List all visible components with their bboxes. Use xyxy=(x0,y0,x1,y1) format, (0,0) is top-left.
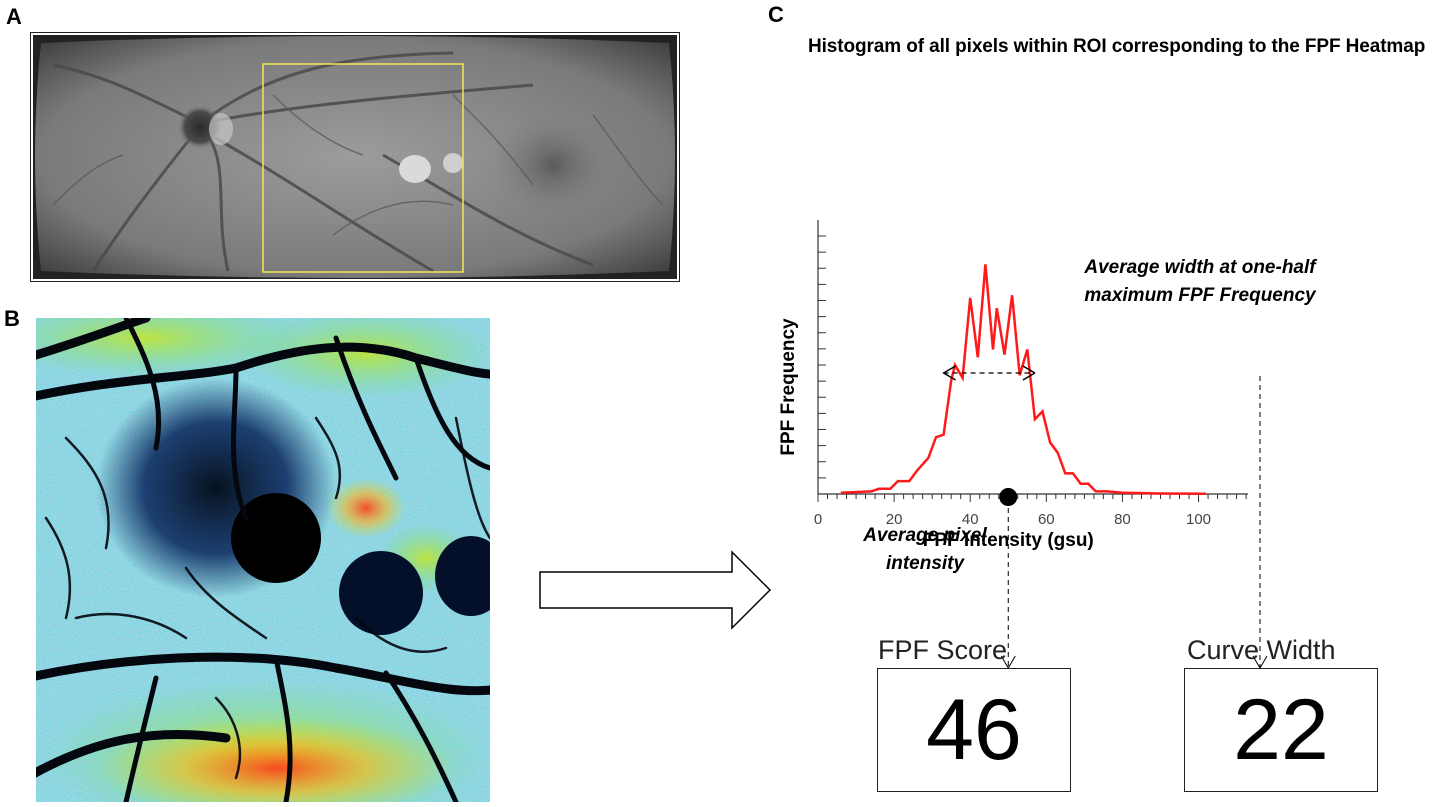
x-tick-label: 60 xyxy=(1038,511,1055,528)
fpf-score-value: 46 xyxy=(877,668,1071,792)
big-right-arrow-icon xyxy=(539,550,772,630)
histogram-title: Histogram of all pixels within ROI corre… xyxy=(808,36,1426,57)
mean-intensity-marker xyxy=(999,488,1018,506)
x-tick-label: 100 xyxy=(1186,511,1211,528)
arrowhead-left-icon xyxy=(942,365,956,381)
roi-box xyxy=(262,63,464,273)
panel-label-a: A xyxy=(6,4,22,29)
half-width-annotation: Average width at one-half maximum FPF Fr… xyxy=(1030,254,1370,310)
arrowhead-right-icon xyxy=(1022,365,1036,381)
curve-width-label: Curve Width xyxy=(1187,635,1336,665)
average-intensity-annotation: Average pixel intensity xyxy=(820,522,1030,578)
half-width-arrow xyxy=(942,365,1036,381)
x-axis-label: FPF Intensity (gsu) xyxy=(923,530,1094,551)
curve-width-value: 22 xyxy=(1184,668,1378,792)
fpf-heatmap xyxy=(36,318,490,802)
y-axis-label: FPF Frequency xyxy=(778,318,799,456)
average-intensity-annotation-line2: intensity xyxy=(885,553,965,574)
x-tick-label: 40 xyxy=(962,511,979,528)
fpf-score-label: FPF Score xyxy=(878,635,1008,665)
x-tick-label: 20 xyxy=(886,511,903,528)
histogram-chart: 0 20 40 60 80 100 FPF Frequency FPF Intensity… xyxy=(778,220,1268,669)
fundus-image xyxy=(33,35,677,279)
panel-label-c: C xyxy=(768,2,784,27)
half-width-annotation-line1: Average width at one-half xyxy=(1084,257,1316,278)
fundus-image-frame xyxy=(30,32,680,282)
half-width-annotation-line2: maximum FPF Frequency xyxy=(1084,285,1316,306)
histogram-curve xyxy=(840,264,1207,495)
average-intensity-annotation-line1: Average pixel xyxy=(863,525,987,546)
heatmap-image xyxy=(36,318,490,802)
x-tick-label: 0 xyxy=(814,511,822,528)
x-tick-label: 80 xyxy=(1114,511,1131,528)
panel-label-b: B xyxy=(4,306,20,331)
